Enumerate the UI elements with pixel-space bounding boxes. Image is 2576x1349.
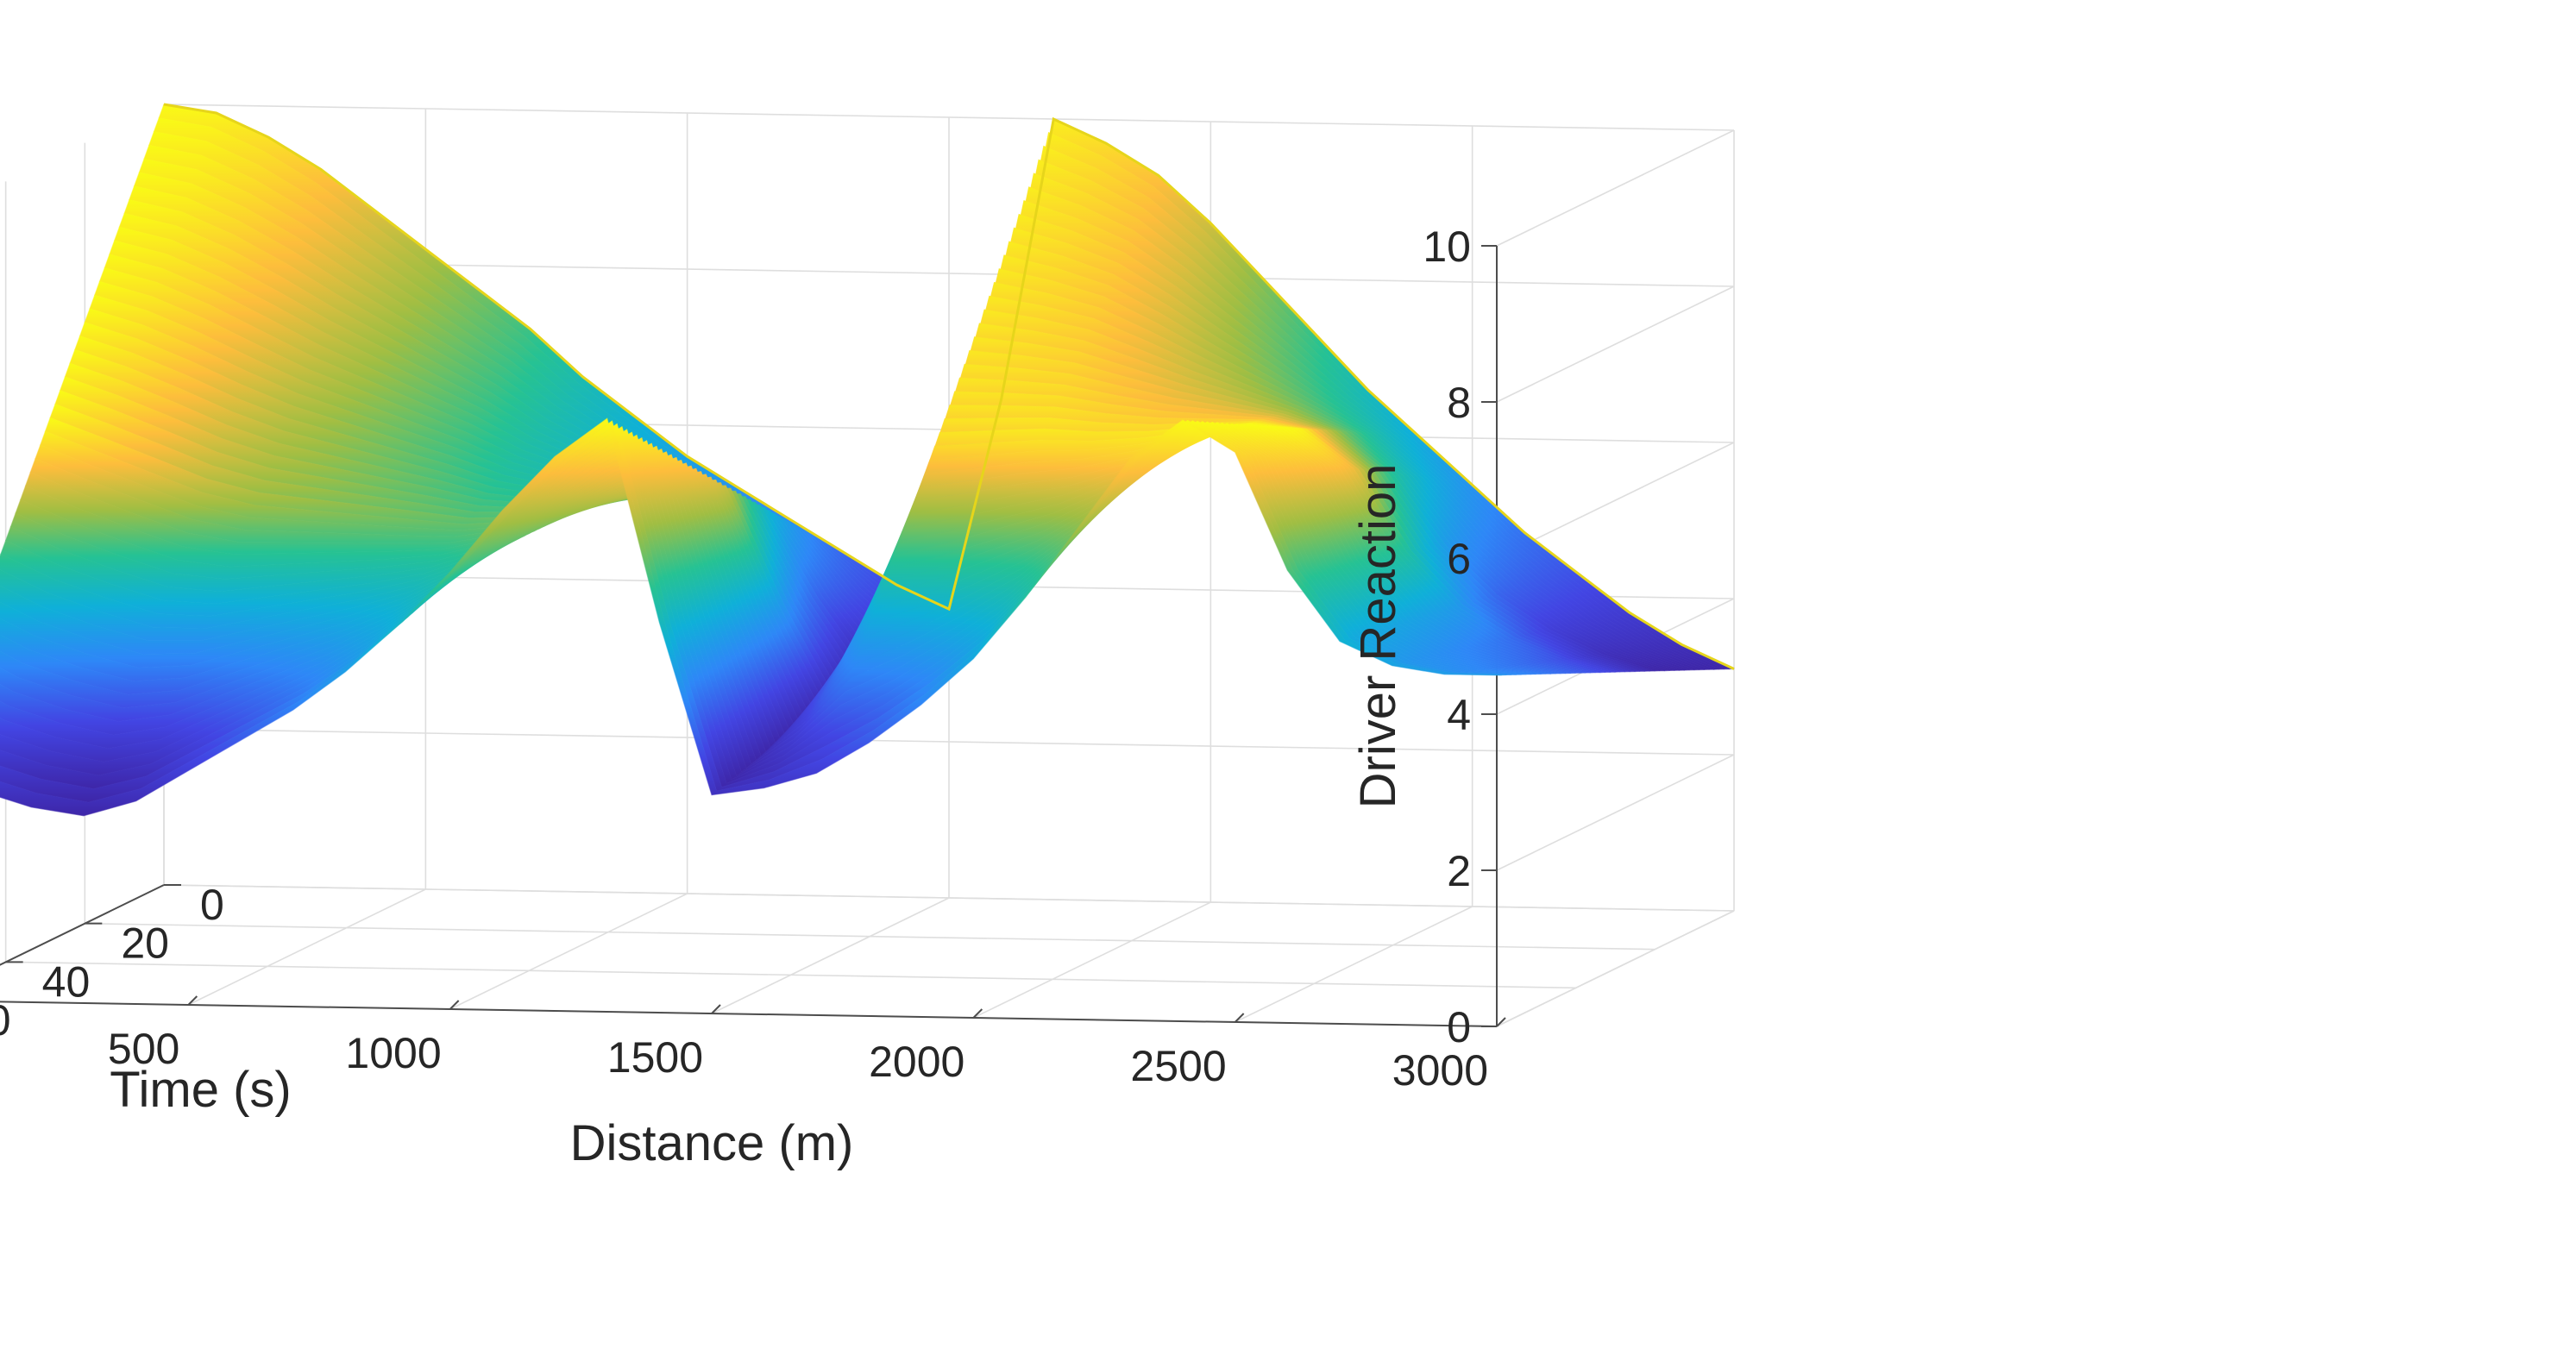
wall-grid-z [163,416,1735,559]
y-tick-label: 20 [121,919,169,968]
x-axis-label: Distance (m) [570,1115,854,1171]
x-tick-mark [972,1008,983,1019]
tick-labels: 02468100500100015002000250030000204060 [0,223,1488,1095]
z-axis-label: Driver Reaction [1350,464,1406,809]
surface-strip [0,417,1502,817]
x-tick-mark [449,1000,460,1010]
wall-grid-z [163,260,1735,403]
y-tick-label: 40 [42,957,91,1006]
x-tick-mark [711,1004,721,1014]
z-tick-label: 6 [1447,535,1471,583]
x-tick-label: 500 [108,1025,179,1073]
x-tick-mark [1234,1013,1245,1023]
floor-grid-x [449,893,688,1010]
z-tick-label: 10 [1423,223,1471,271]
wall-grid-z [163,728,1735,871]
y-axis-label: Time (s) [110,1062,291,1118]
y-tick-label: 60 [0,996,11,1045]
floor-grid-x [711,897,950,1014]
floor-grid-x [187,888,426,1006]
x-tick-label: 1500 [607,1033,703,1082]
axis-line [0,884,165,966]
z-tick-label: 2 [1447,847,1471,895]
surface-edge-time-0 [163,103,1735,670]
floor-grid-x [1235,906,1473,1023]
wall-grid-z [163,104,1735,247]
x-tick-label: 1000 [345,1029,441,1077]
z-tick-label: 0 [1447,1003,1471,1051]
x-tick-label: 2500 [1130,1042,1226,1090]
z-tick-label: 8 [1447,379,1471,427]
wall-grid-z [163,884,1735,1027]
x-tick-label: 3000 [1392,1046,1488,1095]
x-tick-mark [1496,1017,1506,1027]
x-tick-label: 2000 [869,1038,964,1086]
surface-mesh [0,103,1735,817]
floor-grid-x [972,901,1211,1019]
floor-grid-y [5,961,1576,989]
floor-grid-y [85,922,1656,951]
x-tick-mark [187,995,198,1006]
y-tick-label: 0 [200,881,224,929]
z-tick-label: 4 [1447,691,1471,739]
